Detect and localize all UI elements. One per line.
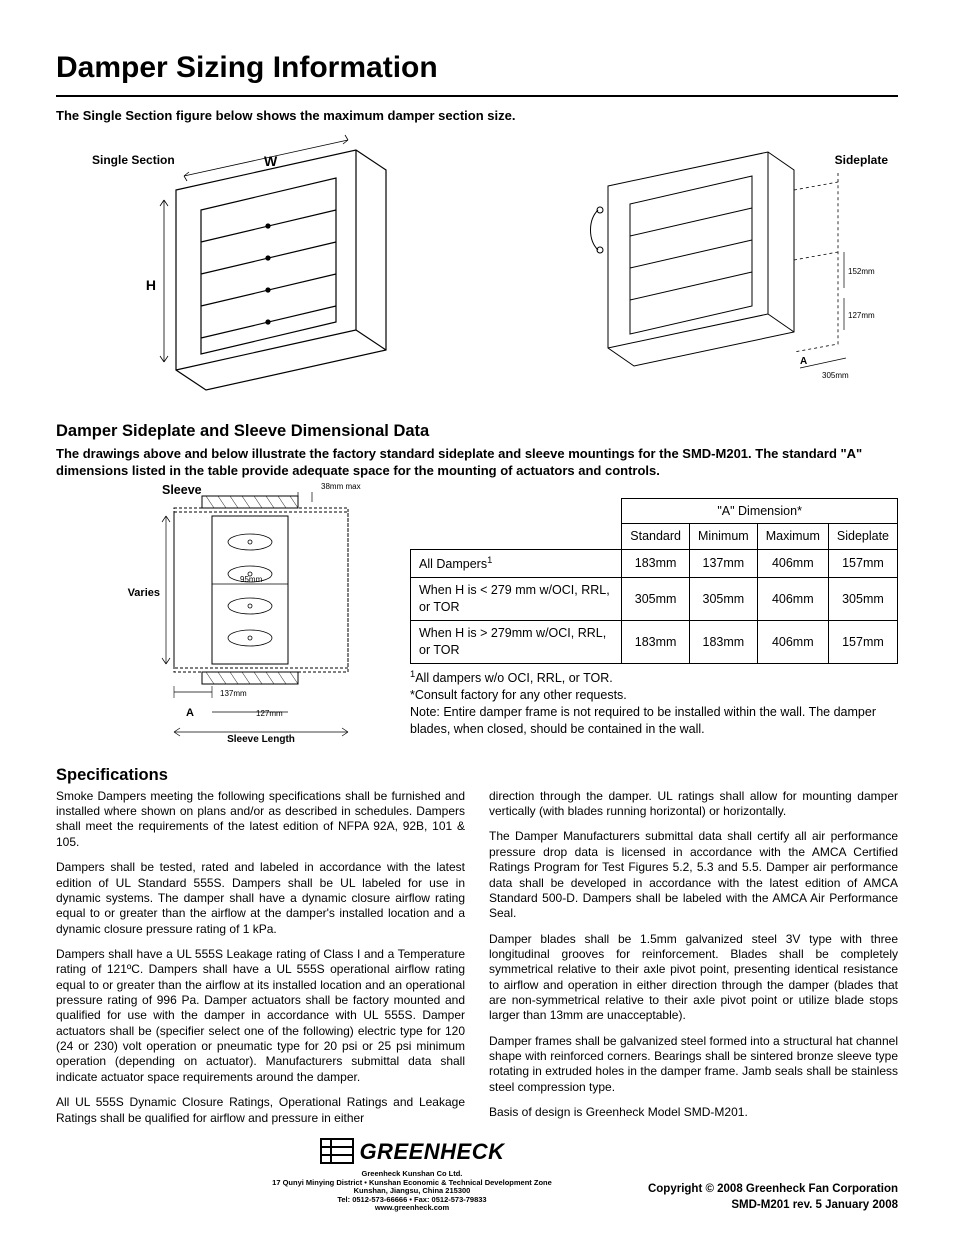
sideplate-subtext: The drawings above and below illustrate …: [56, 445, 898, 480]
spec-para: Dampers shall have a UL 555S Leakage rat…: [56, 947, 465, 1085]
single-section-label: Single Section: [92, 152, 175, 168]
specs-right-col: direction through the damper. UL ratings…: [489, 789, 898, 1131]
figure-single-section: Single Section: [56, 130, 456, 414]
dimension-table: "A" Dimension* Standard Minimum Maximum …: [410, 498, 898, 664]
cell: 183mm: [622, 621, 690, 664]
cell: 183mm: [622, 550, 690, 578]
table-row: When H is < 279 mm w/OCI, RRL, or TOR 30…: [411, 578, 898, 621]
col-maximum: Maximum: [757, 524, 828, 550]
a-label-sp: A: [800, 356, 807, 367]
dim-127-sp: 127mm: [848, 311, 875, 320]
cell: 305mm: [622, 578, 690, 621]
spec-para: Smoke Dampers meeting the following spec…: [56, 789, 465, 850]
single-section-svg: W H: [56, 130, 456, 410]
figures-row: Single Section: [56, 130, 898, 414]
cell: 406mm: [757, 578, 828, 621]
footer-right: Copyright © 2008 Greenheck Fan Corporati…: [648, 1182, 898, 1213]
sleeve-and-table-row: Sleeve 38mm max: [56, 486, 898, 751]
sideplate-svg: 152mm 127mm A 305mm: [538, 130, 898, 410]
dim-95mm: 95mm: [240, 575, 263, 584]
cell: 137mm: [690, 550, 758, 578]
dim-152: 152mm: [848, 267, 875, 276]
intro-text: The Single Section figure below shows th…: [56, 107, 898, 125]
table-notes: 1All dampers w/o OCI, RRL, or TOR. *Cons…: [410, 668, 898, 738]
footer-center: GREENHECK Greenheck Kunshan Co Ltd. 17 Q…: [176, 1137, 648, 1213]
table-header-group: "A" Dimension*: [622, 498, 898, 524]
specs-left-col: Smoke Dampers meeting the following spec…: [56, 789, 465, 1131]
table-row: All Dampers1 183mm 137mm 406mm 157mm: [411, 550, 898, 578]
page-title: Damper Sizing Information: [56, 48, 898, 89]
row-label: All Dampers1: [411, 550, 622, 578]
cell: 406mm: [757, 550, 828, 578]
dimension-table-col: "A" Dimension* Standard Minimum Maximum …: [410, 486, 898, 738]
cell: 305mm: [690, 578, 758, 621]
dim-305: 305mm: [822, 371, 849, 380]
col-minimum: Minimum: [690, 524, 758, 550]
dim-137mm: 137mm: [220, 689, 247, 698]
brand-name: GREENHECK: [359, 1137, 504, 1167]
col-standard: Standard: [622, 524, 690, 550]
title-rule: [56, 95, 898, 97]
spec-para: All UL 555S Dynamic Closure Ratings, Ope…: [56, 1095, 465, 1126]
spec-para: Damper frames shall be galvanized steel …: [489, 1034, 898, 1095]
sleeve-length-label: Sleeve Length: [227, 734, 295, 745]
cell: 183mm: [690, 621, 758, 664]
dim-38mm: 38mm max: [321, 482, 361, 493]
cell: 406mm: [757, 621, 828, 664]
spec-para: direction through the damper. UL ratings…: [489, 789, 898, 820]
page-footer: GREENHECK Greenheck Kunshan Co Ltd. 17 Q…: [56, 1137, 898, 1213]
figure-sleeve: Sleeve 38mm max: [56, 486, 376, 751]
sideplate-label: Sideplate: [835, 152, 888, 168]
brand-logo-icon: [319, 1137, 355, 1165]
sleeve-svg: 95mm Varies 137mm A 127mm Sleeve Length: [56, 486, 376, 746]
spec-para: The Damper Manufacturers submittal data …: [489, 829, 898, 921]
dim-127mm: 127mm: [256, 709, 283, 718]
varies-label: Varies: [128, 587, 160, 599]
spec-para: Damper blades shall be 1.5mm galvanized …: [489, 932, 898, 1024]
cell: 157mm: [828, 550, 897, 578]
table-header-row: "A" Dimension*: [411, 498, 898, 524]
specs-columns: Smoke Dampers meeting the following spec…: [56, 789, 898, 1131]
row-label: When H is < 279 mm w/OCI, RRL, or TOR: [411, 578, 622, 621]
cell: 157mm: [828, 621, 897, 664]
spec-para: Basis of design is Greenheck Model SMD-M…: [489, 1105, 898, 1120]
figure-sideplate: Sideplate: [538, 130, 898, 414]
sleeve-label: Sleeve: [162, 482, 202, 499]
h-dim-label: H: [146, 277, 156, 293]
footer-address: Greenheck Kunshan Co Ltd. 17 Qunyi Minyi…: [176, 1170, 648, 1213]
col-sideplate: Sideplate: [828, 524, 897, 550]
spec-para: Dampers shall be tested, rated and label…: [56, 860, 465, 937]
a-label-sleeve: A: [186, 707, 194, 719]
row-label: When H is > 279mm w/OCI, RRL, or TOR: [411, 621, 622, 664]
specs-heading: Specifications: [56, 764, 898, 786]
w-dim-label: W: [264, 153, 278, 169]
table-row: When H is > 279mm w/OCI, RRL, or TOR 183…: [411, 621, 898, 664]
sideplate-heading: Damper Sideplate and Sleeve Dimensional …: [56, 420, 898, 442]
cell: 305mm: [828, 578, 897, 621]
